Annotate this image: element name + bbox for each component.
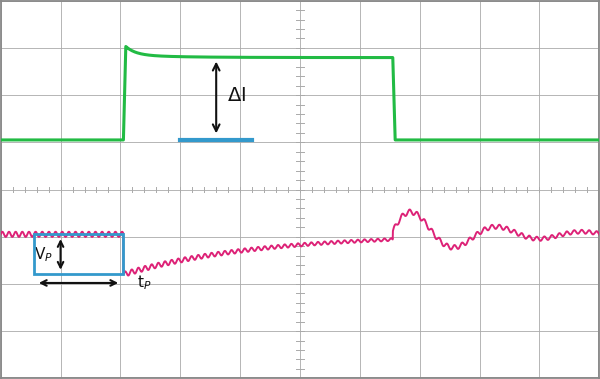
Text: V$_P$: V$_P$ bbox=[34, 245, 53, 264]
Text: t$_P$: t$_P$ bbox=[137, 274, 151, 292]
Bar bbox=[34, 234, 124, 274]
Text: $\Delta$I: $\Delta$I bbox=[227, 86, 246, 105]
